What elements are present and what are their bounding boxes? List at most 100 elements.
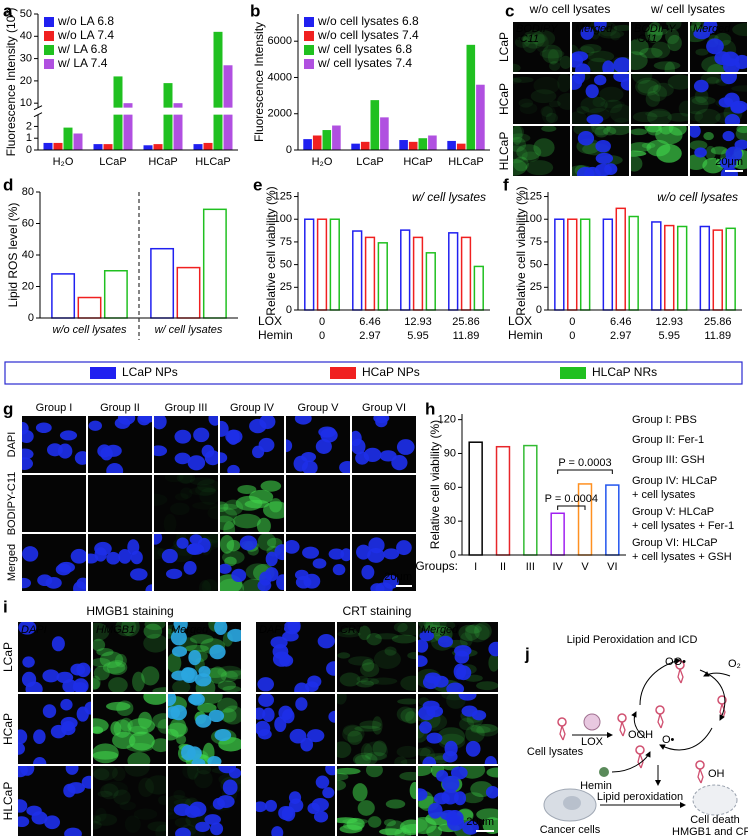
micrograph-cell <box>513 126 570 176</box>
nucleus <box>339 460 350 473</box>
column-label: DAPI <box>21 624 47 636</box>
bar <box>712 229 723 311</box>
bar <box>312 135 322 150</box>
nucleus <box>227 464 240 473</box>
nucleus <box>462 820 479 835</box>
micrograph-cell <box>220 416 284 473</box>
nucleus <box>471 710 487 721</box>
nucleus <box>595 139 611 153</box>
bar <box>143 145 153 150</box>
green-signal <box>609 104 629 123</box>
x-row-title: Hemin <box>258 328 293 342</box>
diagram-label: O₂ <box>728 658 741 670</box>
nucleus <box>271 826 284 836</box>
green-signal <box>458 624 480 641</box>
micrograph-cell <box>572 22 629 72</box>
green-signal <box>425 622 440 632</box>
green-signal <box>600 99 625 109</box>
y-tick-label: 50 <box>280 259 292 271</box>
panel-label: e <box>253 175 262 194</box>
green-signal <box>128 731 155 751</box>
green-signal <box>223 499 244 516</box>
y-tick-label: 0 <box>286 144 292 156</box>
bar <box>322 130 332 150</box>
nucleus <box>484 755 497 764</box>
nucleus <box>70 548 86 564</box>
green-signal <box>93 658 111 667</box>
green-signal <box>342 818 369 825</box>
micrograph-cell <box>88 534 152 591</box>
x-axis-label: Groups: <box>415 559 458 573</box>
row-label: HLCaP <box>1 782 15 821</box>
column-label: BODIPY <box>634 23 676 35</box>
bar <box>605 484 620 556</box>
y-tick-label: 120 <box>438 414 456 426</box>
micrograph-cell <box>18 766 91 836</box>
green-signal <box>572 111 588 124</box>
green-signal <box>470 723 498 733</box>
bar <box>352 230 363 311</box>
nucleus <box>450 766 468 780</box>
green-signal <box>525 160 554 176</box>
nucleus <box>18 742 25 755</box>
green-signal <box>158 795 166 805</box>
nucleus <box>325 766 335 776</box>
green-signal <box>359 720 382 730</box>
x-tick-label: 0 <box>569 316 575 328</box>
nucleus <box>454 791 467 806</box>
micrograph-cell <box>286 416 350 473</box>
green-signal <box>233 513 261 529</box>
nucleus <box>212 797 225 810</box>
y-tick-label: 60 <box>22 217 34 229</box>
green-signal <box>631 142 652 153</box>
y-tick-label: 50 <box>20 8 32 20</box>
green-signal <box>613 24 629 31</box>
nucleus <box>724 114 741 124</box>
green-signal <box>690 140 708 151</box>
x-tick-label: 5.95 <box>407 330 428 342</box>
x-tick-label: VI <box>607 561 617 573</box>
green-signal <box>513 126 525 140</box>
green-signal <box>220 708 237 723</box>
nucleus <box>328 548 345 560</box>
green-signal <box>379 828 403 836</box>
green-signal <box>521 151 540 162</box>
green-signal <box>356 675 369 683</box>
green-signal <box>114 653 127 668</box>
nucleus <box>209 644 226 660</box>
x-tick-label: HCaP <box>148 156 177 168</box>
nucleus <box>188 649 202 666</box>
nucleus <box>442 776 460 792</box>
nucleus <box>61 723 76 736</box>
nucleus <box>189 801 207 817</box>
nucleus <box>302 546 320 559</box>
nucleus <box>208 709 225 723</box>
nucleus <box>183 560 197 575</box>
bar <box>448 232 459 311</box>
green-signal <box>385 799 406 809</box>
nucleus <box>264 799 278 812</box>
nucleus <box>418 788 428 801</box>
nucleus <box>367 548 385 563</box>
y-tick-label: 40 <box>20 30 32 42</box>
green-signal <box>121 622 140 637</box>
nucleus <box>586 114 604 124</box>
y-tick-label: 1 <box>26 132 32 144</box>
bar <box>103 144 113 150</box>
nucleus <box>276 574 284 591</box>
green-signal <box>513 63 521 72</box>
green-signal <box>96 648 114 657</box>
green-signal <box>631 74 653 84</box>
green-signal <box>339 672 361 687</box>
scale-bar-label: 20μm <box>715 156 743 168</box>
bar <box>476 84 485 150</box>
nucleus <box>313 810 329 823</box>
nucleus <box>161 548 178 564</box>
bar <box>150 247 175 319</box>
green-signal <box>337 694 347 705</box>
row-label: HCaP <box>1 713 15 745</box>
nucleus <box>168 694 177 707</box>
nucleus <box>187 543 201 555</box>
green-signal <box>168 808 174 816</box>
green-signal <box>542 44 563 64</box>
